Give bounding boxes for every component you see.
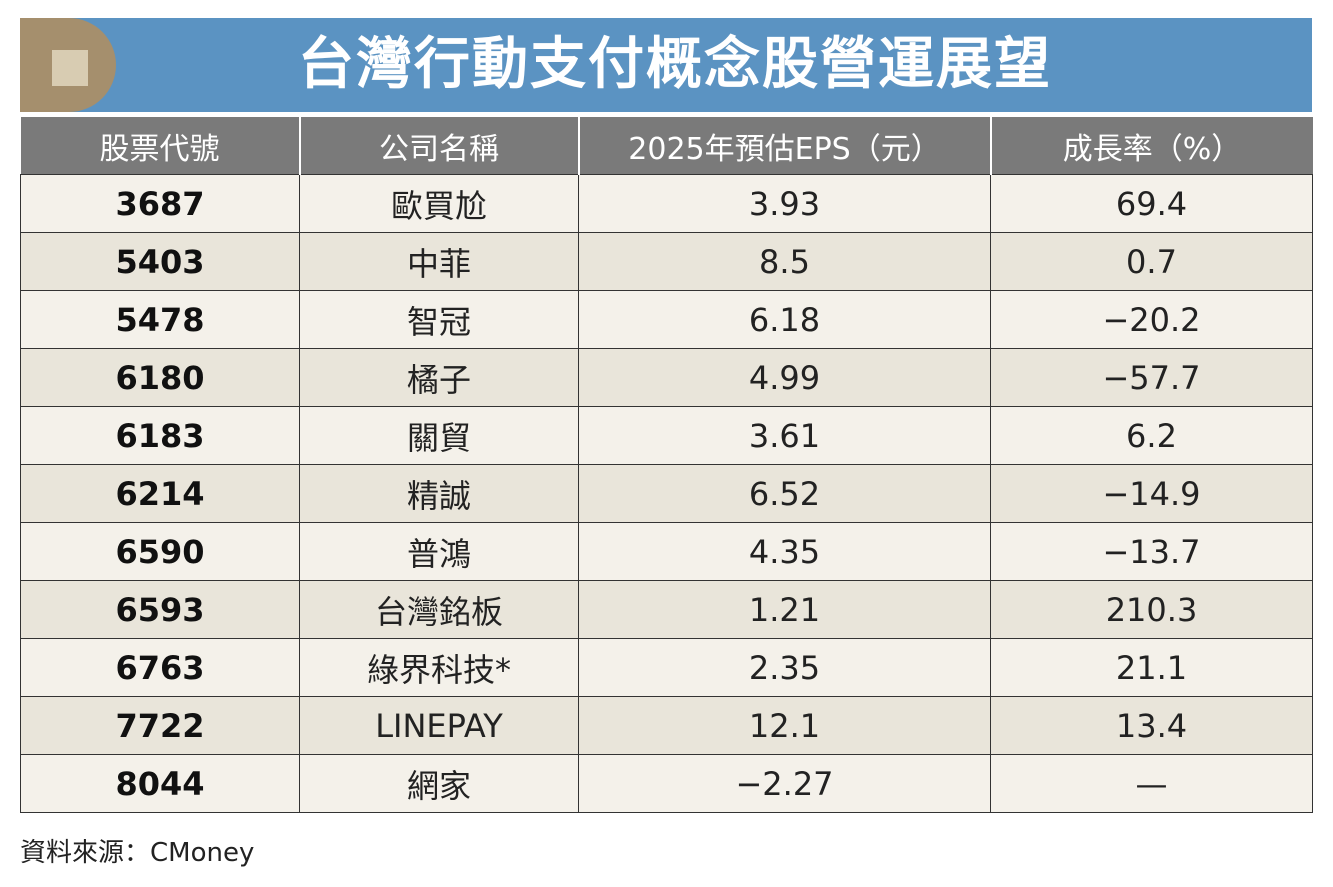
growth-value: −14.9 [990,464,1313,523]
company-name: LINEPAY [299,696,579,755]
eps-value: 4.35 [578,522,991,581]
title-bar [20,18,1312,112]
stock-code: 6214 [20,464,300,523]
growth-value: 210.3 [990,580,1313,639]
table-row: 8044 網家 −2.27 — [20,754,1313,813]
company-name: 台灣銘板 [299,580,579,639]
eps-value: 8.5 [578,232,991,291]
eps-value: 3.93 [578,174,991,233]
header-stock-code: 股票代號 [20,117,300,175]
stock-code: 7722 [20,696,300,755]
growth-value: −20.2 [990,290,1313,349]
eps-value: 6.52 [578,464,991,523]
table-row: 5478 智冠 6.18 −20.2 [20,290,1313,349]
company-name: 綠界科技* [299,638,579,697]
company-name: 智冠 [299,290,579,349]
growth-value: 21.1 [990,638,1313,697]
company-name: 橘子 [299,348,579,407]
eps-value: 6.18 [578,290,991,349]
stock-code: 6763 [20,638,300,697]
stock-code: 3687 [20,174,300,233]
growth-value: 6.2 [990,406,1313,465]
eps-value: 3.61 [578,406,991,465]
growth-value: 0.7 [990,232,1313,291]
company-name: 普鴻 [299,522,579,581]
table-row: 7722 LINEPAY 12.1 13.4 [20,696,1313,755]
company-name: 關貿 [299,406,579,465]
table-row: 5403 中菲 8.5 0.7 [20,232,1313,291]
table-row: 6763 綠界科技* 2.35 21.1 [20,638,1313,697]
table-row: 6183 關貿 3.61 6.2 [20,406,1313,465]
table-row: 6180 橘子 4.99 −57.7 [20,348,1313,407]
table-row: 6593 台灣銘板 1.21 210.3 [20,580,1313,639]
stock-code: 5478 [20,290,300,349]
title-badge-square-icon [52,50,88,86]
company-name: 中菲 [299,232,579,291]
table-row: 3687 歐買尬 3.93 69.4 [20,174,1313,233]
eps-value: −2.27 [578,754,991,813]
growth-value: 69.4 [990,174,1313,233]
stock-code: 6180 [20,348,300,407]
table-row: 6214 精誠 6.52 −14.9 [20,464,1313,523]
source-note: 資料來源：CMoney [20,838,255,868]
eps-value: 12.1 [578,696,991,755]
eps-value: 4.99 [578,348,991,407]
header-company-name: 公司名稱 [298,117,579,175]
eps-table: 股票代號 公司名稱 2025年預估EPS（元） 成長率（%） 3687 歐買尬 … [20,117,1313,813]
stock-code: 6593 [20,580,300,639]
eps-value: 1.21 [578,580,991,639]
table-header-row: 股票代號 公司名稱 2025年預估EPS（元） 成長率（%） [20,117,1313,175]
header-growth: 成長率（%） [989,117,1313,175]
header-eps: 2025年預估EPS（元） [577,117,991,175]
stock-code: 5403 [20,232,300,291]
eps-value: 2.35 [578,638,991,697]
growth-value: −57.7 [990,348,1313,407]
page-title: 台灣行動支付概念股營運展望 [298,32,1052,97]
growth-value: −13.7 [990,522,1313,581]
table-row: 6590 普鴻 4.35 −13.7 [20,522,1313,581]
growth-value: 13.4 [990,696,1313,755]
growth-value: — [990,754,1313,813]
stock-code: 6183 [20,406,300,465]
stock-code: 6590 [20,522,300,581]
company-name: 精誠 [299,464,579,523]
company-name: 歐買尬 [299,174,579,233]
company-name: 網家 [299,754,579,813]
stock-code: 8044 [20,754,300,813]
